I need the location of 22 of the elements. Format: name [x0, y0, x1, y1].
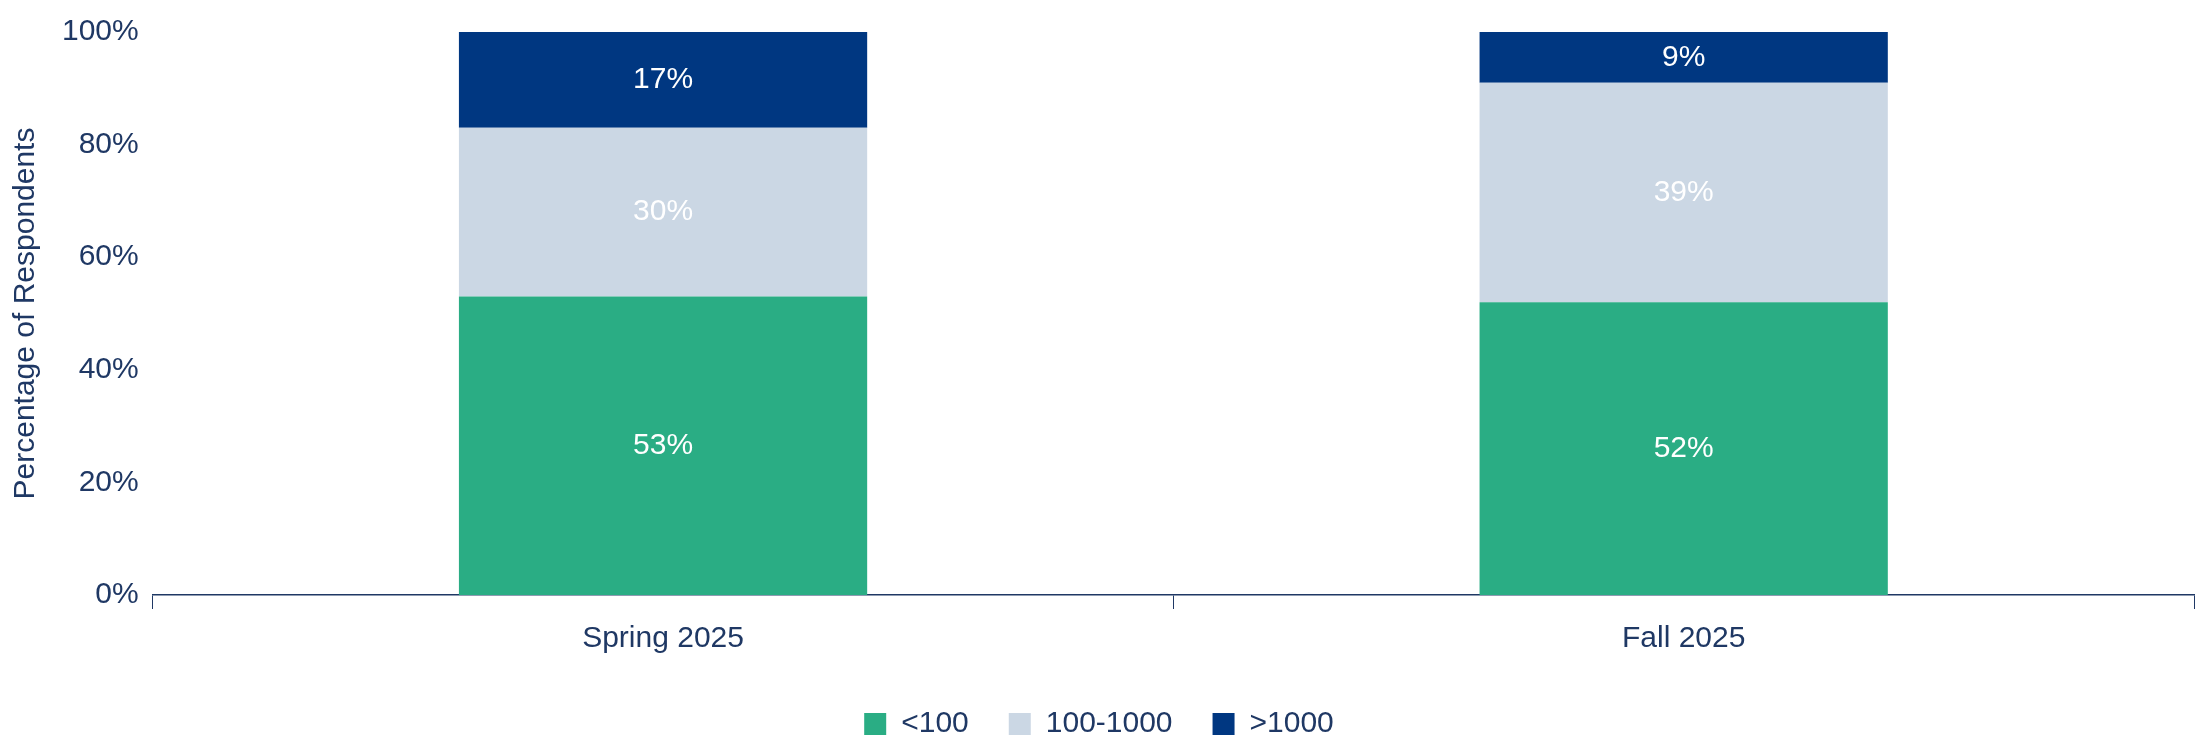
bar	[458, 296, 868, 595]
data-label: 52%	[1653, 429, 1714, 463]
y-axis-title: Percentage of Respondents	[7, 127, 41, 500]
y-tick-label: 80%	[78, 125, 139, 159]
y-tick-label: 0%	[95, 576, 139, 610]
y-tick-label: 20%	[78, 463, 139, 497]
data-label: 53%	[633, 427, 694, 461]
y-tick-label: 100%	[61, 13, 139, 47]
bar	[1479, 82, 1888, 303]
y-tick-label: 60%	[78, 238, 139, 272]
bar	[1479, 32, 1888, 83]
legend-label: 100-1000	[1045, 705, 1173, 739]
legend-label: >1000	[1249, 705, 1334, 739]
x-tick-label: Spring 2025	[582, 620, 744, 654]
y-tick-label: 40%	[78, 351, 139, 385]
x-tick-label: Fall 2025	[1621, 620, 1746, 654]
legend-label: <100	[901, 705, 969, 739]
bar	[1479, 302, 1888, 595]
bar	[458, 127, 868, 297]
data-label: 9%	[1662, 38, 1706, 72]
bar	[458, 32, 868, 128]
data-label: 17%	[633, 61, 694, 95]
